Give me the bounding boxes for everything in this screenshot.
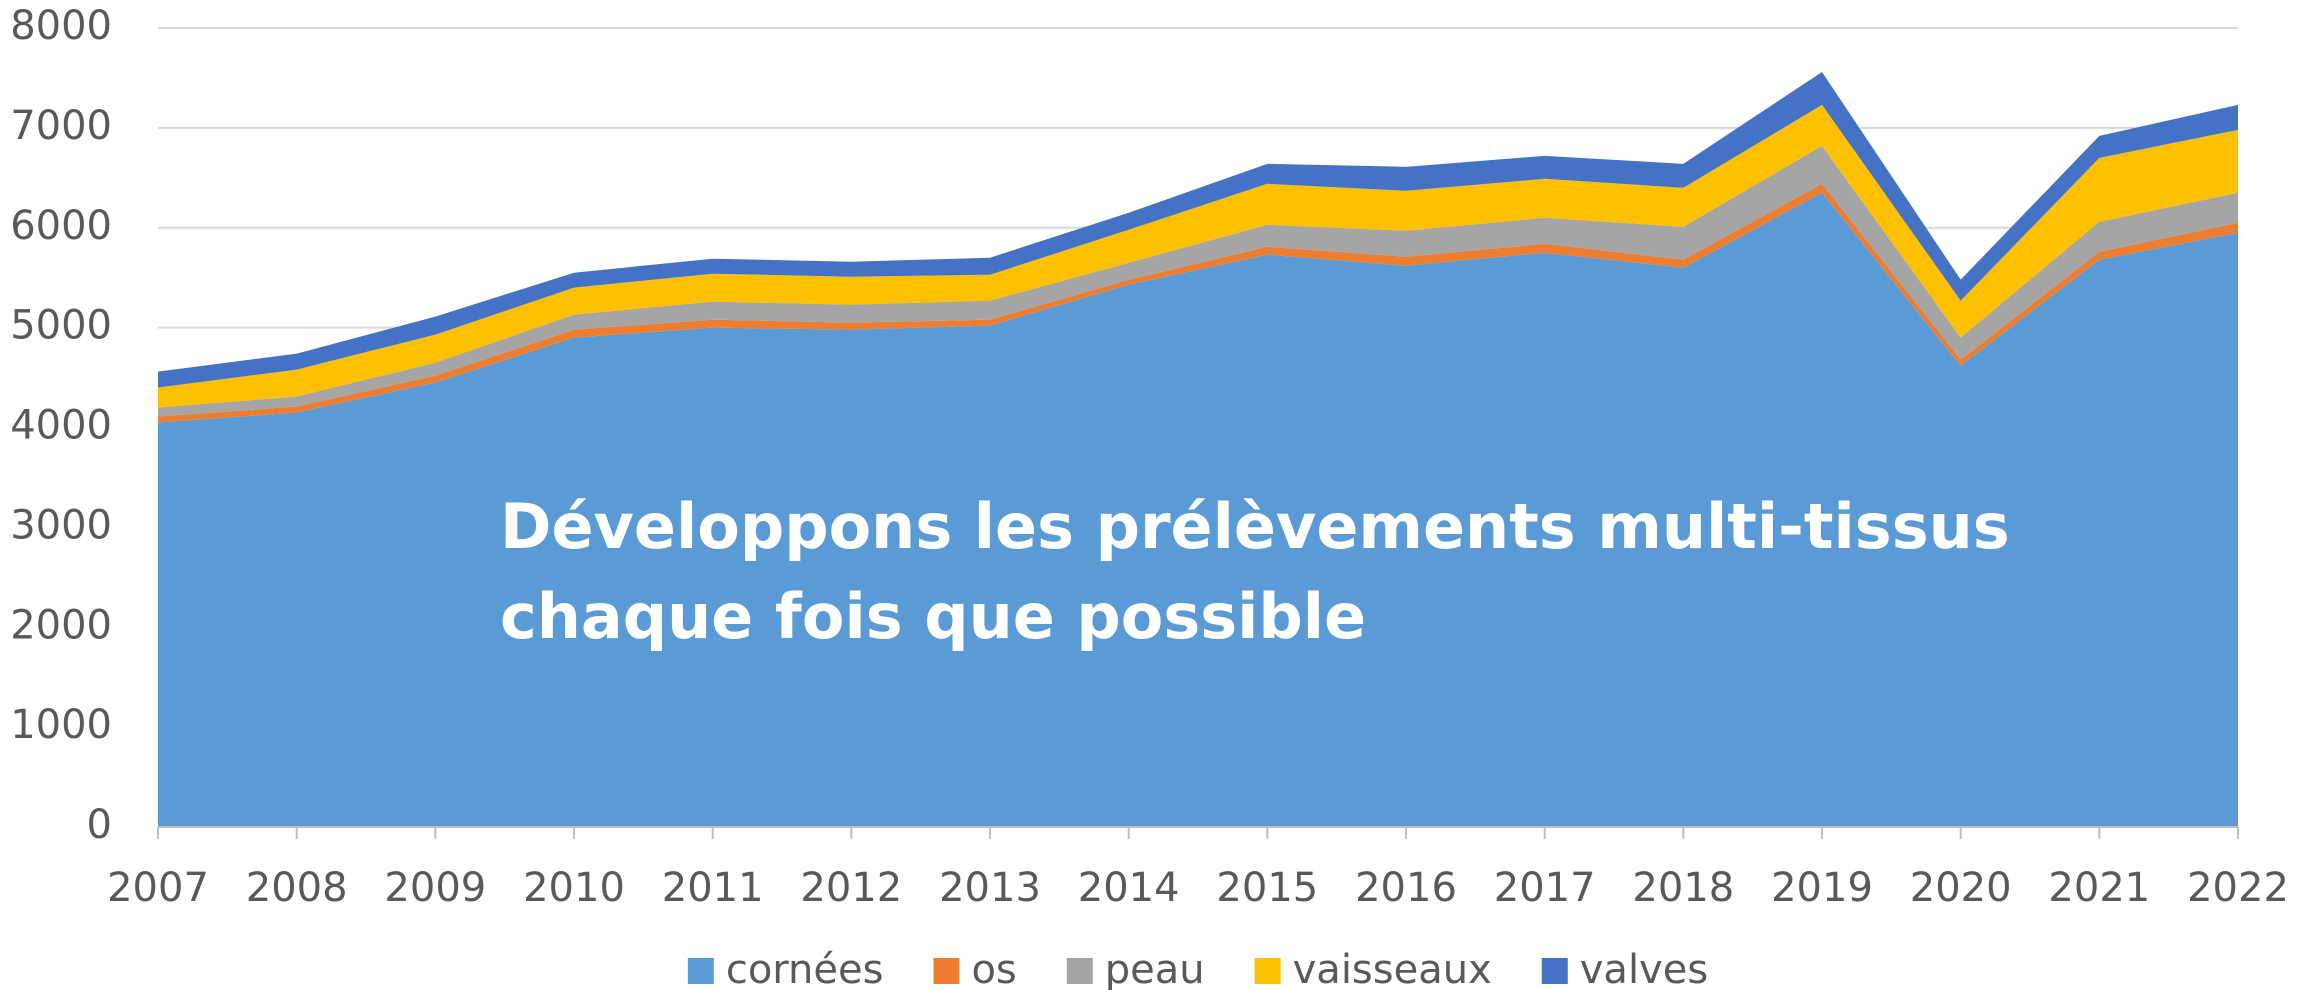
x-tick-label: 2009 <box>384 865 486 911</box>
area <box>158 183 2238 423</box>
y-tick-label: 4000 <box>10 403 112 449</box>
legend-label: valves <box>1580 947 1708 990</box>
y-tick-label: 6000 <box>10 203 112 249</box>
legend-label: vaisseaux <box>1293 947 1492 990</box>
legend-label: peau <box>1105 947 1205 990</box>
legend-label: cornées <box>726 947 884 990</box>
legend-label: os <box>971 947 1016 990</box>
x-tick-label: 2016 <box>1355 865 1457 911</box>
x-tick-label: 2012 <box>800 865 902 911</box>
x-tick-label: 2013 <box>939 865 1041 911</box>
x-tick-label: 2018 <box>1632 865 1734 911</box>
legend-swatch <box>933 958 960 984</box>
legend-swatch <box>1541 958 1568 984</box>
y-tick-label: 1000 <box>10 702 112 748</box>
annotation: Développons les prélèvements multi-tissu… <box>500 490 2010 563</box>
legend-swatch <box>1254 958 1281 984</box>
y-tick-label: 3000 <box>10 502 112 548</box>
legend: cornées os peau vaisseaux valves <box>687 947 1708 990</box>
x-tick-label: 2008 <box>246 865 348 911</box>
x-tick-label: 2020 <box>1910 865 2012 911</box>
area <box>158 192 2238 827</box>
annotation: chaque fois que possible <box>500 580 1366 653</box>
legend-swatch <box>1066 958 1093 984</box>
y-tick-label: 8000 <box>10 3 112 49</box>
x-tick-label: 2007 <box>107 865 209 911</box>
x-tick-label: 2022 <box>2187 865 2289 911</box>
x-tick-label: 2010 <box>523 865 625 911</box>
y-tick-label: 7000 <box>10 103 112 149</box>
x-tick-label: 2014 <box>1078 865 1180 911</box>
x-tick-label: 2019 <box>1771 865 1873 911</box>
area <box>158 104 2238 408</box>
y-tick-label: 2000 <box>10 602 112 648</box>
x-tick-label: 2015 <box>1216 865 1318 911</box>
legend-swatch <box>687 958 714 984</box>
area <box>158 71 2238 388</box>
area <box>158 145 2238 417</box>
y-tick-label: 0 <box>87 802 112 848</box>
y-tick-label: 5000 <box>10 303 112 349</box>
x-tick-label: 2017 <box>1494 865 1596 911</box>
x-tick-label: 2011 <box>662 865 764 911</box>
x-tick-label: 2021 <box>2048 865 2150 911</box>
